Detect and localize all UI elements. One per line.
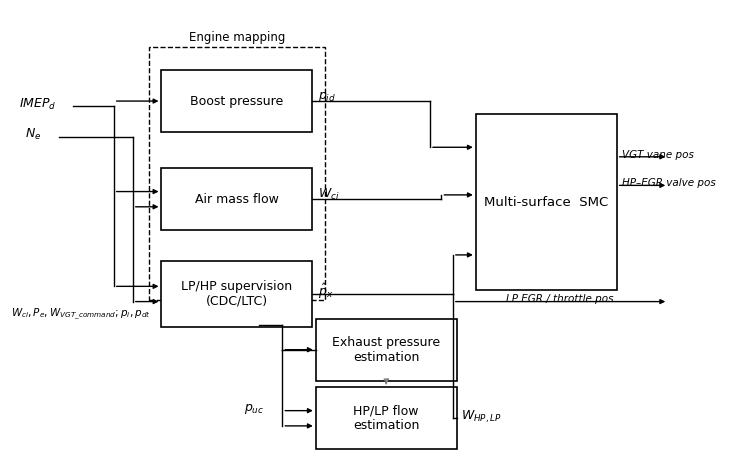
Bar — [316, 387, 457, 449]
Text: $N_e$: $N_e$ — [26, 127, 42, 143]
Text: LP/HP supervision
(CDC/LTC): LP/HP supervision (CDC/LTC) — [181, 280, 292, 308]
Text: HP/LP flow
estimation: HP/LP flow estimation — [353, 404, 420, 432]
Text: Air mass flow: Air mass flow — [195, 192, 279, 206]
Text: $\hat{p}_x$: $\hat{p}_x$ — [318, 281, 333, 301]
Text: HP–EGR valve pos: HP–EGR valve pos — [623, 178, 716, 188]
Bar — [476, 114, 617, 290]
Text: $W_{ci}$: $W_{ci}$ — [318, 187, 339, 202]
Text: $W_{ci}, P_e, W_{VGT\_command}; p_i, p_{dt}$: $W_{ci}, P_e, W_{VGT\_command}; p_i, p_{… — [11, 306, 150, 322]
Text: VGT vane pos: VGT vane pos — [623, 150, 694, 160]
Text: LP EGR / throttle pos.: LP EGR / throttle pos. — [506, 294, 617, 304]
Text: Boost pressure: Boost pressure — [190, 95, 283, 108]
Text: Multi-surface  SMC: Multi-surface SMC — [484, 196, 608, 209]
Text: $p_{uc}$: $p_{uc}$ — [245, 402, 264, 416]
Text: $IMEP_d$: $IMEP_d$ — [18, 97, 56, 112]
Text: $p_{id}$: $p_{id}$ — [318, 90, 336, 104]
Text: Exhaust pressure
estimation: Exhaust pressure estimation — [332, 336, 440, 363]
Bar — [316, 319, 457, 381]
Bar — [161, 260, 312, 327]
Bar — [161, 168, 312, 230]
Bar — [149, 47, 326, 300]
Text: $W_{HP,LP}$: $W_{HP,LP}$ — [461, 408, 502, 425]
Bar — [161, 70, 312, 132]
Text: Engine mapping: Engine mapping — [189, 31, 285, 44]
